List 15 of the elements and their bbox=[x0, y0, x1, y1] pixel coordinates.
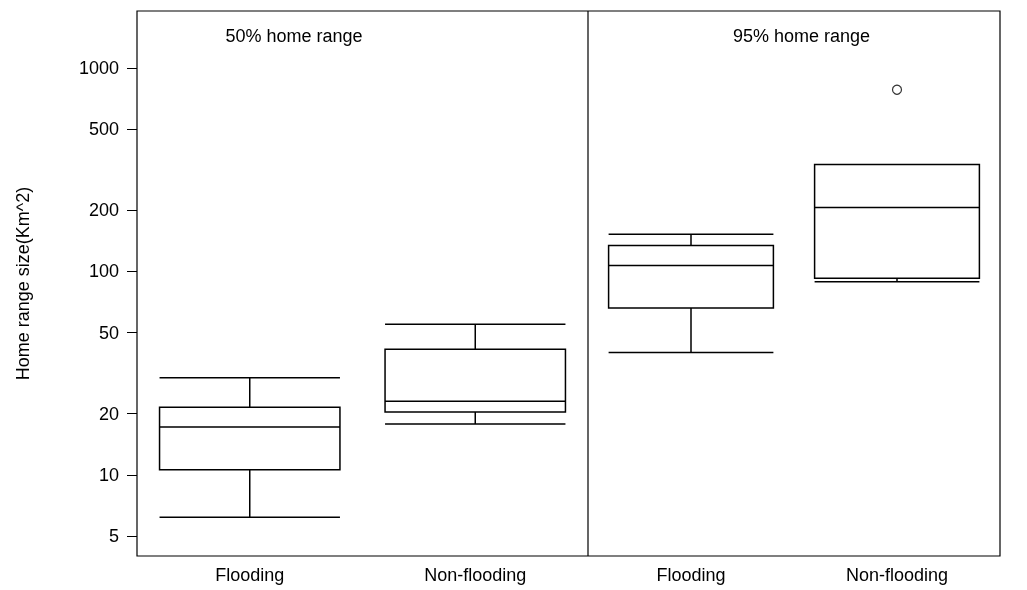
y-tick-label: 20 bbox=[98, 403, 119, 424]
y-tick-label: 10 bbox=[98, 464, 119, 485]
y-tick-label: 200 bbox=[88, 200, 119, 221]
y-axis-title: Home range size(Km^2) bbox=[13, 186, 33, 381]
x-tick-label: Non-flooding bbox=[845, 565, 949, 585]
y-tick-label: 500 bbox=[88, 119, 119, 140]
y-tick-label: 1000 bbox=[78, 57, 119, 78]
x-tick-label: Flooding bbox=[215, 565, 285, 585]
text: 95% home range bbox=[732, 26, 871, 46]
y-tick-label: 5 bbox=[108, 526, 119, 547]
y-tick-label: 100 bbox=[88, 261, 119, 282]
x-tick-label: Flooding bbox=[656, 565, 726, 585]
x-tick-label: Non-flooding bbox=[424, 565, 527, 585]
y-tick-label: 50 bbox=[98, 322, 119, 343]
text: 50% home range bbox=[225, 26, 363, 46]
